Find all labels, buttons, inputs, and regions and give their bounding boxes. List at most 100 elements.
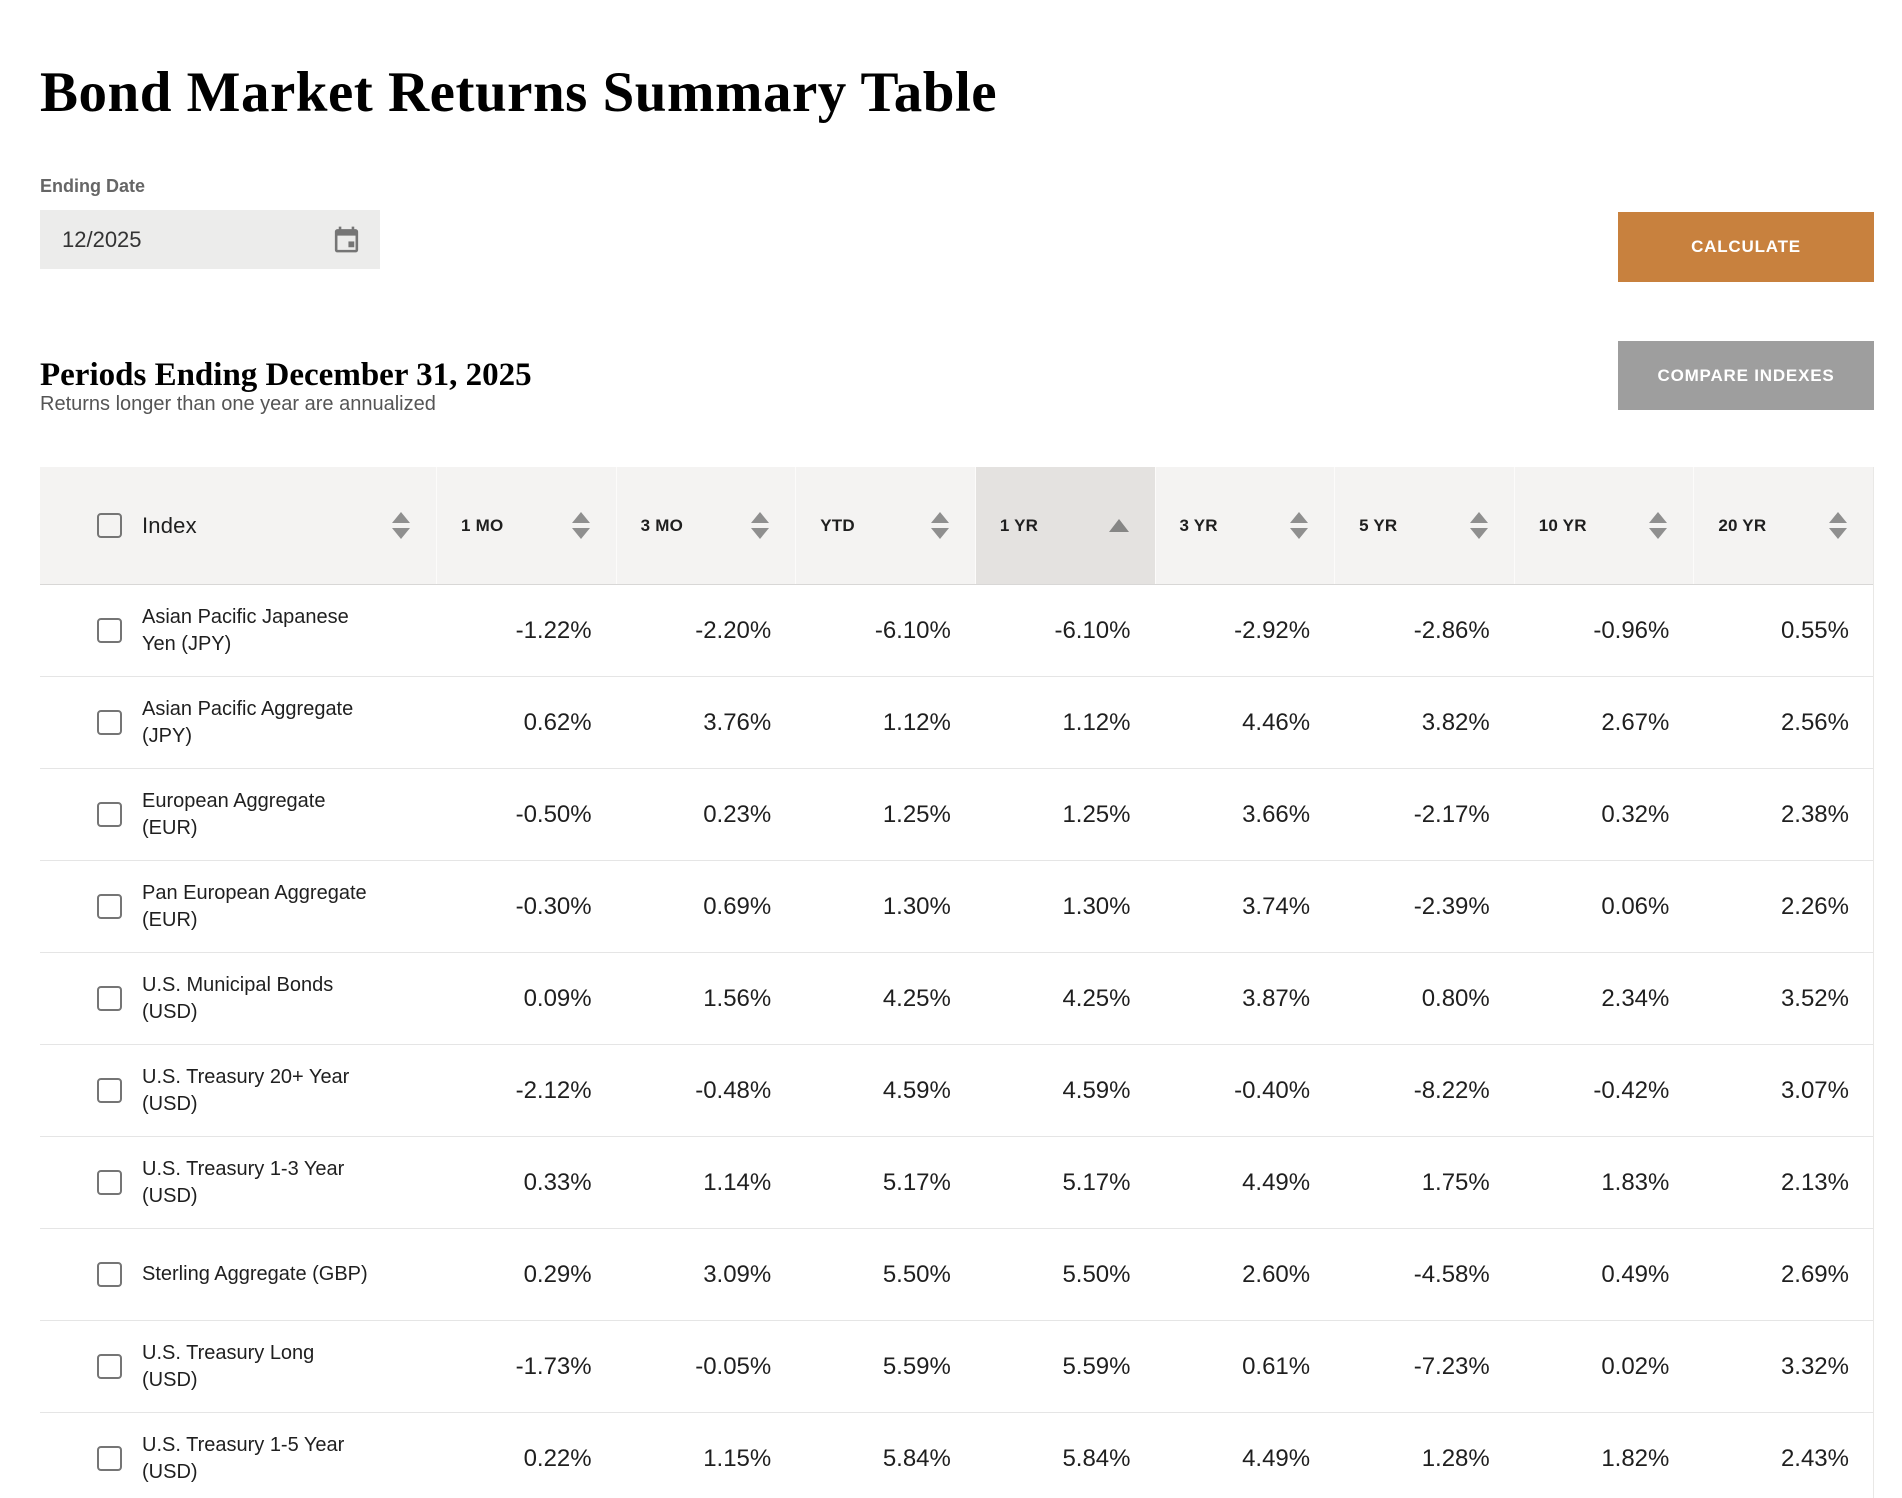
column-header-5-yr[interactable]: 5 YR: [1334, 467, 1514, 584]
return-value-cell: 2.43%: [1780, 1444, 1849, 1472]
return-value-cell: 5.84%: [1062, 1444, 1131, 1472]
sort-up-down-icon[interactable]: [1649, 512, 1668, 539]
return-value-cell: 0.06%: [1601, 892, 1670, 920]
return-value-cell: 2.13%: [1780, 1168, 1849, 1196]
column-label: 1 MO: [461, 515, 504, 535]
column-label: 10 YR: [1538, 515, 1587, 535]
return-value-cell: 1.25%: [1062, 800, 1131, 828]
column-header-3-yr[interactable]: 3 YR: [1154, 467, 1335, 584]
return-value-cell: 5.84%: [882, 1444, 951, 1472]
returns-table: Index 1 MO 3 MO YTD 1 YR 3 YR 5 YR 10 YR 20 YR A…: [40, 467, 1874, 1498]
return-value-cell: -0.42%: [1593, 1076, 1670, 1104]
sort-up-arrow: [1469, 512, 1488, 523]
row-checkbox[interactable]: [97, 1354, 122, 1379]
index-name: U.S. Treasury 20+ Year (USD): [142, 1065, 350, 1115]
sort-down-arrow: [1469, 528, 1488, 539]
return-value-cell: 1.12%: [882, 708, 951, 736]
return-value-cell: -4.58%: [1413, 1260, 1490, 1288]
index-name: U.S. Municipal Bonds (USD): [142, 973, 334, 1023]
periods-heading: Periods Ending December 31, 2025: [40, 357, 532, 394]
return-value-cell: -0.40%: [1234, 1076, 1311, 1104]
row-checkbox[interactable]: [97, 1170, 122, 1195]
row-checkbox[interactable]: [97, 1078, 122, 1103]
sort-up-down-icon[interactable]: [1469, 512, 1488, 539]
return-value-cell: 3.76%: [703, 708, 772, 736]
row-checkbox[interactable]: [97, 802, 122, 827]
index-name: Sterling Aggregate (GBP): [142, 1263, 368, 1285]
calculate-button[interactable]: CALCULATE: [1618, 212, 1874, 282]
sort-down-arrow: [392, 528, 410, 539]
column-label: 3 YR: [1179, 515, 1218, 535]
column-header-3-mo[interactable]: 3 MO: [615, 467, 796, 584]
index-name-cell: European Aggregate (EUR): [40, 769, 436, 860]
sort-up-arrow: [930, 512, 949, 523]
sort-up-down-icon[interactable]: [392, 512, 410, 539]
row-checkbox[interactable]: [97, 986, 122, 1011]
return-value-cell: -2.39%: [1413, 892, 1490, 920]
row-checkbox[interactable]: [97, 1262, 122, 1287]
index-name: Pan European Aggregate (EUR): [142, 881, 367, 931]
row-checkbox[interactable]: [97, 618, 122, 643]
sort-ascending-arrow: [1108, 519, 1129, 532]
return-value-cell: 0.29%: [523, 1260, 592, 1288]
return-value-cell: 4.25%: [882, 984, 951, 1012]
index-name: U.S. Treasury Long (USD): [142, 1341, 315, 1391]
sort-up-down-icon[interactable]: [571, 512, 590, 539]
ending-date-input[interactable]: 12/2025: [40, 210, 380, 269]
return-value-cell: 1.14%: [703, 1168, 772, 1196]
row-checkbox[interactable]: [97, 710, 122, 735]
compare-indexes-button[interactable]: COMPARE INDEXES: [1618, 341, 1874, 410]
column-header-1-yr[interactable]: 1 YR: [974, 467, 1155, 584]
return-value-cell: 3.07%: [1780, 1076, 1849, 1104]
index-name: Asian Pacific Japanese Yen (JPY): [142, 605, 349, 655]
return-value-cell: 1.83%: [1601, 1168, 1670, 1196]
return-value-cell: 2.34%: [1601, 984, 1670, 1012]
return-value-cell: -1.22%: [515, 616, 592, 644]
return-value-cell: -7.23%: [1413, 1352, 1490, 1380]
return-value-cell: 1.56%: [703, 984, 772, 1012]
column-header-index[interactable]: Index: [40, 467, 436, 584]
return-value-cell: 0.22%: [523, 1444, 592, 1472]
return-value-cell: 1.30%: [882, 892, 951, 920]
table-body: Asian Pacific Japanese Yen (JPY) -1.22% -2.…: [40, 584, 1873, 1498]
return-value-cell: -0.48%: [695, 1076, 772, 1104]
return-value-cell: -6.10%: [1054, 616, 1131, 644]
sort-up-arrow: [392, 512, 410, 523]
sort-down-arrow: [1829, 528, 1847, 539]
return-value-cell: 3.82%: [1421, 708, 1490, 736]
column-header-20-yr[interactable]: 20 YR: [1693, 467, 1873, 584]
index-name-cell: Pan European Aggregate (EUR): [40, 861, 436, 952]
table-row: U.S. Treasury 1-3 Year (USD) 0.33% 1.14% 5.1…: [40, 1136, 1873, 1228]
return-value-cell: 5.59%: [882, 1352, 951, 1380]
return-value-cell: 5.17%: [882, 1168, 951, 1196]
return-value-cell: 0.33%: [523, 1168, 592, 1196]
sort-up-down-icon[interactable]: [1829, 512, 1847, 539]
column-label: 1 YR: [999, 515, 1039, 535]
column-header-1-mo[interactable]: 1 MO: [436, 467, 616, 584]
return-value-cell: 2.56%: [1780, 708, 1849, 736]
select-all-checkbox[interactable]: [97, 513, 122, 538]
column-header-ytd[interactable]: YTD: [795, 467, 975, 584]
column-label: 20 YR: [1718, 515, 1767, 535]
row-checkbox[interactable]: [97, 1446, 122, 1471]
table-row: Pan European Aggregate (EUR) -0.30% 0.69% 1.…: [40, 860, 1873, 952]
index-name-cell: U.S. Treasury 1-3 Year (USD): [40, 1137, 436, 1228]
sort-up-icon[interactable]: [1108, 519, 1129, 532]
return-value-cell: 0.61%: [1242, 1352, 1311, 1380]
column-label: 5 YR: [1359, 515, 1398, 535]
return-value-cell: 5.59%: [1062, 1352, 1131, 1380]
page-title: Bond Market Returns Summary Table: [40, 61, 998, 125]
return-value-cell: -0.96%: [1593, 616, 1670, 644]
return-value-cell: 1.30%: [1062, 892, 1131, 920]
return-value-cell: 1.15%: [703, 1444, 772, 1472]
sort-up-down-icon[interactable]: [751, 512, 770, 539]
sort-up-down-icon[interactable]: [930, 512, 949, 539]
row-checkbox[interactable]: [97, 894, 122, 919]
column-header-10-yr[interactable]: 10 YR: [1513, 467, 1694, 584]
return-value-cell: 3.74%: [1242, 892, 1311, 920]
return-value-cell: 4.49%: [1242, 1168, 1311, 1196]
sort-down-arrow: [751, 528, 770, 539]
return-value-cell: 0.55%: [1780, 616, 1849, 644]
sort-up-down-icon[interactable]: [1290, 512, 1309, 539]
calendar-icon[interactable]: [331, 224, 362, 255]
